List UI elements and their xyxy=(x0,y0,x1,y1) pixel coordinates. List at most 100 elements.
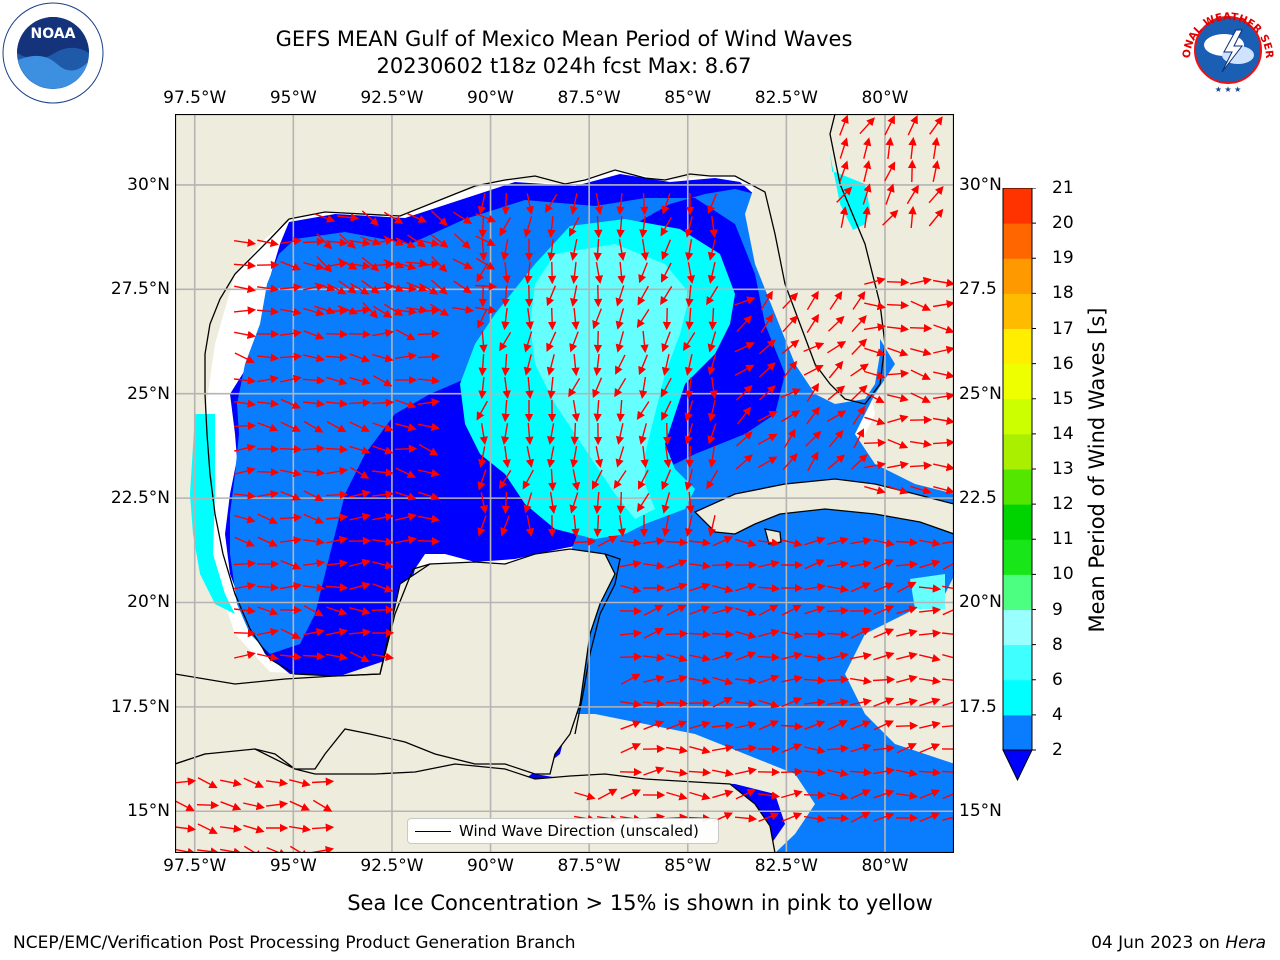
wind-wave-arrow xyxy=(909,461,933,470)
colorbar-segment xyxy=(1003,574,1032,610)
wind-wave-arrow xyxy=(642,699,666,708)
wind-wave-arrow xyxy=(682,332,696,352)
colorbar-segment xyxy=(1003,293,1032,329)
wind-wave-arrow xyxy=(665,629,689,638)
wind-wave-arrow xyxy=(337,304,359,315)
wind-wave-arrow xyxy=(234,466,256,475)
wind-wave-arrow xyxy=(661,331,671,353)
colorbar-segment xyxy=(1003,714,1032,751)
wind-wave-arrow xyxy=(887,485,909,495)
wind-wave-arrow xyxy=(685,284,694,308)
wind-wave-arrow xyxy=(919,789,941,800)
wind-wave-arrow xyxy=(760,313,774,333)
wind-wave-arrow xyxy=(827,385,846,401)
wind-wave-arrow xyxy=(325,583,349,592)
footer-date-text: 04 Jun 2023 on xyxy=(1091,933,1226,953)
wind-wave-arrow xyxy=(887,414,909,424)
wind-wave-arrow xyxy=(689,538,712,547)
wind-wave-arrow xyxy=(689,791,711,801)
wind-wave-arrow xyxy=(233,399,257,408)
wind-wave-arrow xyxy=(736,406,752,425)
wind-wave-arrow xyxy=(418,422,440,432)
wind-wave-arrow xyxy=(839,206,849,228)
wind-wave-arrow xyxy=(711,630,735,639)
wind-wave-arrow xyxy=(863,137,872,159)
footer-host: Hera xyxy=(1225,933,1266,953)
wind-wave-arrow xyxy=(910,392,931,403)
wind-wave-arrow xyxy=(639,376,648,400)
wind-wave-arrow xyxy=(850,454,868,470)
wind-wave-arrow xyxy=(910,348,932,357)
wind-wave-arrow xyxy=(735,454,753,470)
wind-wave-arrow xyxy=(663,446,672,469)
wind-wave-arrow xyxy=(827,792,849,801)
wind-wave-arrow xyxy=(311,823,335,832)
wind-wave-arrow xyxy=(896,605,918,615)
wind-wave-arrow xyxy=(349,581,371,590)
colorbar-segment xyxy=(1003,504,1032,540)
wind-wave-arrow xyxy=(478,376,487,400)
wind-wave-arrow xyxy=(906,184,919,205)
wind-wave-arrow xyxy=(864,485,886,495)
colorbar-tick-label: 6 xyxy=(1052,669,1063,690)
lat-tick-label-left: 25°N xyxy=(127,383,170,404)
wind-wave-arrow xyxy=(478,353,487,377)
wind-wave-arrow xyxy=(826,744,850,753)
wind-wave-arrow xyxy=(234,443,256,452)
wind-wave-arrow xyxy=(780,767,804,776)
wind-wave-arrow xyxy=(864,347,886,357)
wind-wave-arrow xyxy=(417,536,441,546)
wind-wave-arrow xyxy=(266,778,289,787)
wind-wave-arrow xyxy=(782,292,799,309)
wind-wave-arrow xyxy=(279,444,303,454)
wind-wave-arrow xyxy=(931,136,940,160)
wind-wave-arrow xyxy=(660,286,673,306)
lon-tick-label-bottom: 85°W xyxy=(664,856,712,876)
wind-wave-arrow xyxy=(919,743,941,754)
wind-wave-arrow xyxy=(430,234,449,248)
wind-wave-arrow xyxy=(942,789,954,800)
wind-wave-arrow xyxy=(243,801,265,811)
wind-wave-arrow xyxy=(661,354,671,376)
wind-wave-arrow xyxy=(617,238,626,262)
noaa-logo: NOAA xyxy=(2,2,104,104)
wind-wave-arrow xyxy=(620,720,642,730)
wind-wave-arrow xyxy=(325,490,349,499)
lat-tick-label-left: 22.5°N xyxy=(110,488,170,509)
wind-wave-arrow xyxy=(707,400,717,422)
wind-wave-arrow xyxy=(280,283,303,292)
lat-tick-label-right: 27.5 xyxy=(959,279,997,300)
wind-wave-arrow xyxy=(781,651,803,660)
svg-text:NOAA: NOAA xyxy=(31,26,76,42)
wind-wave-arrow xyxy=(781,539,803,548)
wind-wave-arrow xyxy=(523,354,532,376)
wind-wave-arrow xyxy=(303,420,324,433)
wind-wave-arrow xyxy=(839,114,849,136)
wind-wave-arrow xyxy=(782,453,798,471)
wind-wave-arrow xyxy=(522,469,534,490)
wind-wave-arrow xyxy=(839,160,849,182)
wind-wave-arrow xyxy=(862,205,871,228)
wind-wave-arrow xyxy=(233,582,257,591)
wind-wave-arrow xyxy=(573,537,597,546)
wind-wave-arrow xyxy=(734,342,755,353)
wind-wave-arrow xyxy=(827,651,849,661)
wind-wave-arrow xyxy=(873,812,895,822)
wind-wave-arrow xyxy=(636,493,650,513)
wind-wave-arrow xyxy=(896,651,918,660)
wind-wave-arrow xyxy=(643,604,664,616)
wind-wave-arrow xyxy=(430,210,448,226)
wind-wave-arrow xyxy=(372,468,395,477)
wind-wave-arrow xyxy=(782,315,798,333)
wind-wave-arrow xyxy=(617,261,626,285)
wind-wave-arrow xyxy=(417,329,441,338)
wind-wave-arrow xyxy=(643,766,665,776)
colorbar-tick-label: 19 xyxy=(1052,248,1074,269)
wind-wave-arrow xyxy=(372,328,394,338)
wind-wave-arrow xyxy=(828,315,845,332)
wind-wave-arrow xyxy=(477,308,488,329)
wind-wave-arrow xyxy=(395,467,416,478)
lat-tick-label-right: 20°N xyxy=(959,592,1002,613)
wind-wave-arrow xyxy=(758,791,781,800)
wind-wave-arrow xyxy=(636,309,650,329)
